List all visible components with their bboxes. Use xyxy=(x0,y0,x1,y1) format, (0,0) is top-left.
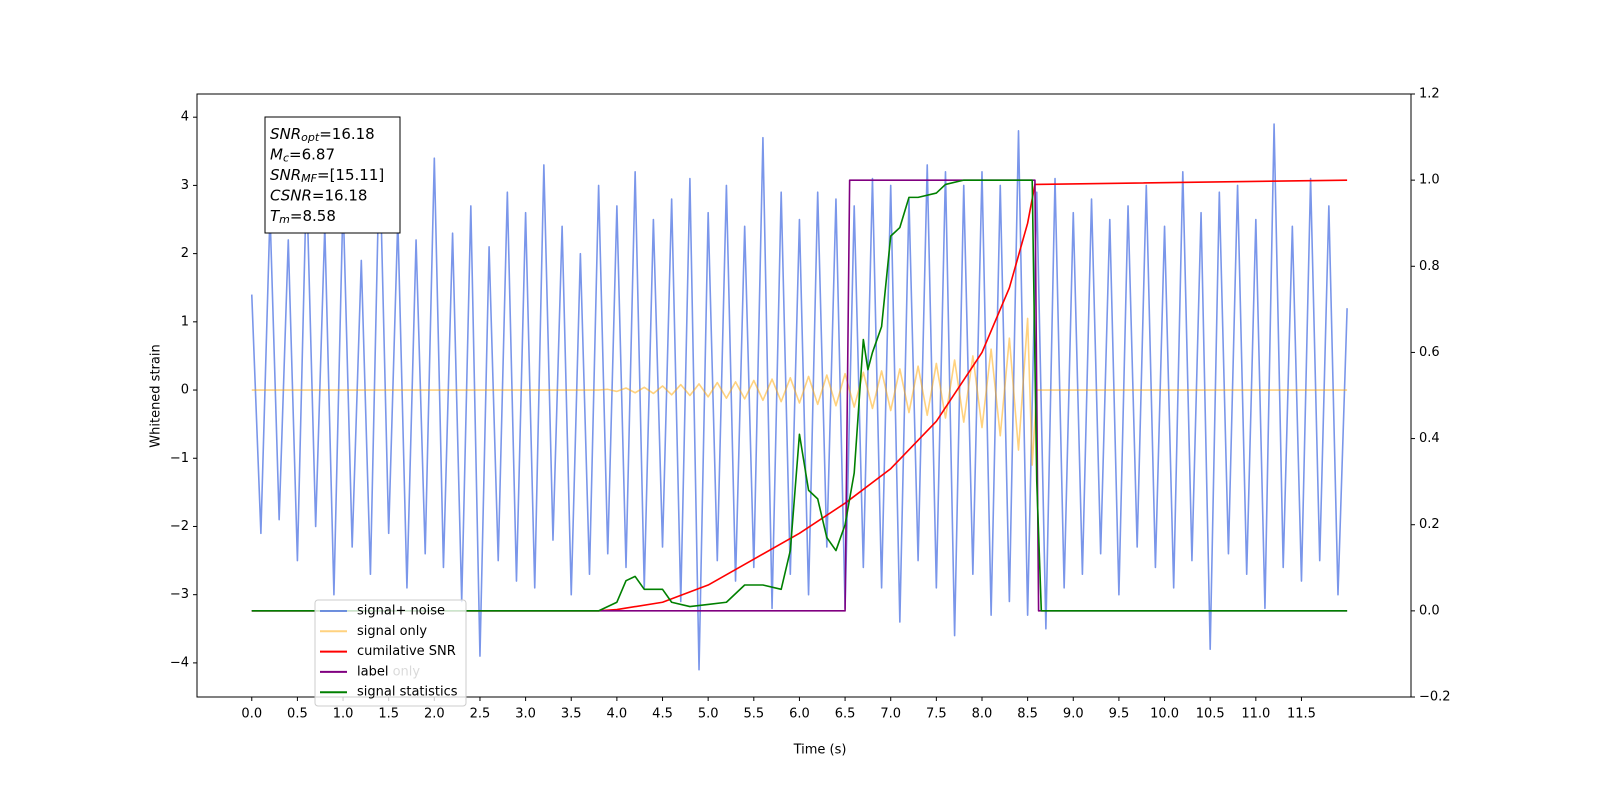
x-tick-label: 8.0 xyxy=(972,707,993,722)
annotation-frame xyxy=(264,116,401,234)
annotation-name: M xyxy=(270,145,283,163)
x-tick-label: 5.0 xyxy=(698,707,719,722)
x-tick-label: 11.0 xyxy=(1241,707,1270,722)
x-tick-label: 1.0 xyxy=(333,707,354,722)
x-tick-label: 2.5 xyxy=(470,707,491,722)
series-line xyxy=(251,179,1348,612)
annotation-name: T xyxy=(270,207,281,225)
annotation-value: =16.18 xyxy=(312,186,368,204)
x-tick-label: 10.0 xyxy=(1150,707,1179,722)
y2-tick-label: 1.2 xyxy=(1419,87,1440,102)
annotation-name: SNR xyxy=(270,166,301,184)
y2-tick-label: 0.2 xyxy=(1419,517,1440,532)
y2-tick-label: 0.6 xyxy=(1419,345,1440,360)
plot-frame xyxy=(196,93,1412,698)
x-tick-label: 8.5 xyxy=(1017,707,1038,722)
legend-label: cumilative SNR xyxy=(357,644,456,659)
annotation-value: =6.87 xyxy=(289,145,335,163)
annotation-sub: m xyxy=(279,213,290,226)
legend-label: signal+ noise xyxy=(357,604,445,619)
x-tick-label: 4.0 xyxy=(607,707,628,722)
y2-tick-label: −0.2 xyxy=(1419,690,1451,705)
x-tick-label: 4.5 xyxy=(652,707,673,722)
x-tick-label: 6.5 xyxy=(835,707,856,722)
legend-frame xyxy=(314,599,467,707)
annotation-line: CSNR=16.18 xyxy=(270,186,367,204)
legend-hidden-label: label only xyxy=(357,665,420,680)
x-tick-label: 7.5 xyxy=(926,707,947,722)
annotation-value: =8.58 xyxy=(290,207,336,225)
series-line xyxy=(251,179,1348,612)
annotation-value: =[15.11] xyxy=(317,166,384,184)
y-tick-label: −2 xyxy=(170,519,189,534)
y-tick-label: −3 xyxy=(170,587,189,602)
x-tick-label: 2.0 xyxy=(424,707,445,722)
x-tick-label: 3.0 xyxy=(515,707,536,722)
x-tick-label: 7.0 xyxy=(880,707,901,722)
series-line xyxy=(250,123,1348,671)
annotation-sub: MF xyxy=(301,172,317,185)
y-tick-label: 2 xyxy=(181,246,189,261)
legend-label: label xyxy=(357,664,388,679)
legend-label: signal only xyxy=(357,624,427,639)
x-tick-label: 9.5 xyxy=(1109,707,1130,722)
y2-tick-label: 0.8 xyxy=(1419,259,1440,274)
annotation-line: Tm=8.58 xyxy=(270,207,336,227)
annotation-box: SNRopt=16.18Mc=6.87SNRMF=[15.11]CSNR=16.… xyxy=(264,116,401,234)
x-tick-label: 0.5 xyxy=(287,707,308,722)
series-line xyxy=(251,317,1348,466)
y2-tick-label: 1.0 xyxy=(1419,173,1440,188)
y-tick-label: −4 xyxy=(170,655,189,670)
x-axis-label: Time (s) xyxy=(793,743,847,758)
y-axis-label: Whitened strain xyxy=(149,344,164,447)
annotation-sub: opt xyxy=(301,131,320,144)
annotation-name: SNR xyxy=(270,125,301,143)
annotation-sub: c xyxy=(283,152,289,165)
y-tick-label: 3 xyxy=(181,178,189,193)
x-tick-label: 5.5 xyxy=(743,707,764,722)
x-tick-label: 10.5 xyxy=(1196,707,1225,722)
legend: label only signal+ noise signal only cumila… xyxy=(314,599,467,707)
y-tick-label: −1 xyxy=(170,451,189,466)
annotation-value: =16.18 xyxy=(319,125,375,143)
annotation-line: SNRMF=[15.11] xyxy=(270,166,384,186)
x-tick-label: 11.5 xyxy=(1287,707,1316,722)
y2-tick-label: 0.0 xyxy=(1419,603,1440,618)
annotation-line: SNRopt=16.18 xyxy=(270,125,375,145)
x-tick-label: 1.5 xyxy=(378,707,399,722)
x-tick-label: 6.0 xyxy=(789,707,810,722)
annotation-name: CSNR xyxy=(270,186,312,204)
annotation-line: Mc=6.87 xyxy=(270,145,335,165)
y-tick-label: 0 xyxy=(181,383,189,398)
y-tick-label: 4 xyxy=(181,110,189,125)
y-tick-label: 1 xyxy=(181,314,189,329)
x-tick-label: 9.0 xyxy=(1063,707,1084,722)
x-tick-label: 0.0 xyxy=(241,707,262,722)
x-tick-label: 3.5 xyxy=(561,707,582,722)
y2-tick-label: 0.4 xyxy=(1419,431,1440,446)
legend-label: signal statistics xyxy=(357,685,458,700)
